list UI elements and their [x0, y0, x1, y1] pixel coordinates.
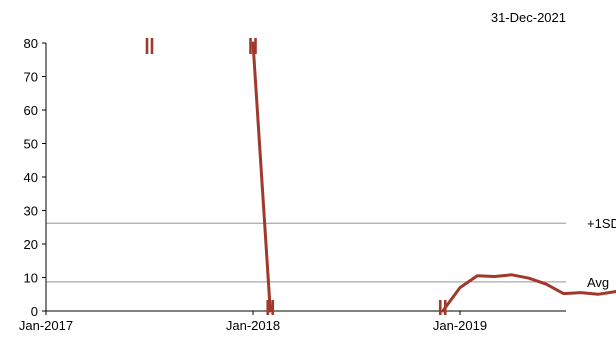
reference-label-avg: Avg	[587, 275, 609, 290]
series-line	[253, 43, 616, 311]
x-tick-label: Jan-2017	[19, 318, 73, 333]
axes	[46, 43, 566, 311]
axis-break-marks	[147, 38, 445, 315]
series-segment-1	[253, 43, 270, 311]
y-tick-label: 30	[24, 204, 38, 219]
y-tick-label: 50	[24, 137, 38, 152]
y-tick-label: 0	[31, 304, 38, 319]
y-tick-label: 80	[24, 36, 38, 51]
y-tick-label: 60	[24, 103, 38, 118]
y-tick-label: 20	[24, 237, 38, 252]
date-label: 31-Dec-2021	[491, 10, 566, 25]
axis-break-mark	[147, 38, 152, 54]
y-tick-label: 10	[24, 271, 38, 286]
y-tick-label: 70	[24, 70, 38, 85]
reference-label-1sd: +1SD	[587, 216, 616, 231]
y-tick-label: 40	[24, 170, 38, 185]
reference-lines	[46, 223, 566, 282]
x-tick-label: Jan-2018	[226, 318, 280, 333]
y-ticks: 0 10 20 30 40 50 60 70 80	[24, 36, 46, 319]
axis-break-mark	[440, 300, 445, 315]
x-tick-label: Jan-2019	[433, 318, 487, 333]
reference-labels: +1SD Avg	[587, 216, 616, 290]
